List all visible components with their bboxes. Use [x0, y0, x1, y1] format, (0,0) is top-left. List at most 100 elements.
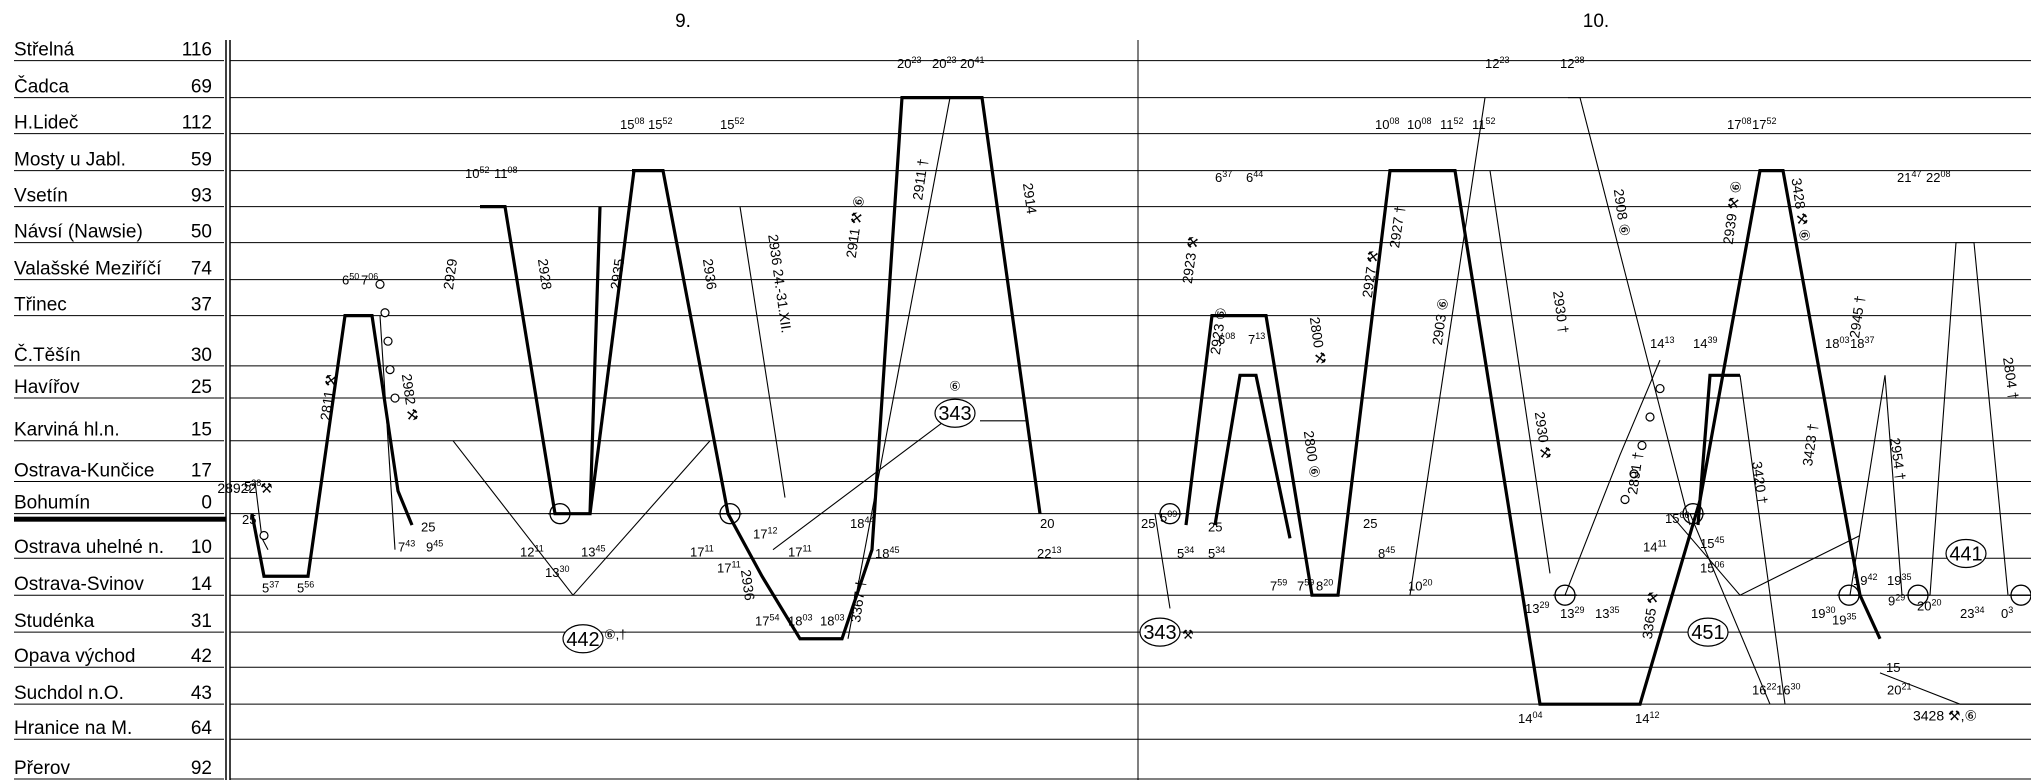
circulation-oval [934, 398, 976, 428]
train-label: 2929 [440, 257, 460, 290]
train-path [1669, 513, 1861, 596]
day-title: 10. [1583, 11, 1609, 32]
train-label-group: 2982 ⚒ [399, 373, 421, 422]
time-label: 637 [1215, 169, 1232, 185]
time-label: 1052 [465, 165, 489, 181]
stop-marker [383, 336, 393, 346]
time-label: 1837 [1850, 335, 1874, 351]
time-label: 25 [421, 520, 435, 535]
train-label: 2811 ⚒ [317, 373, 339, 421]
time-label: 20 [1040, 516, 1054, 531]
stop-marker [1645, 412, 1655, 422]
station-km: 93 [191, 186, 212, 207]
region-separator [14, 516, 226, 522]
time-label: 1506 [1665, 510, 1689, 526]
station-labels: Střelná 116 Čadca 69 H.Lideč 112 Mosty u Jabl.… [14, 40, 212, 779]
circulation-number: 451 [1691, 622, 1724, 644]
station-name: Vsetín [14, 186, 68, 207]
train-path [1884, 375, 1903, 596]
train-label: 2800 ⑥ [1301, 430, 1323, 479]
station-km: 31 [191, 611, 212, 632]
time-label: 1845 [875, 545, 899, 561]
time-label: 2213 [1037, 545, 1061, 561]
time-label: 845 [1378, 545, 1395, 561]
time-label: 1238 [1560, 55, 1584, 71]
station-name: Havířov [14, 377, 80, 398]
station-km: 92 [191, 758, 212, 779]
time-label: 759 [1270, 577, 1287, 593]
train-label: 2928 [535, 258, 555, 291]
circulation-markers: 442 343 343 451 441 ⑥,† ⑥ ⚒ [562, 378, 1987, 654]
time-label: 2208 [1926, 169, 1950, 185]
time-label: 2041 [960, 55, 984, 71]
time-label: 1404 [1518, 710, 1542, 726]
train-path [1489, 170, 1551, 574]
time-label: 1506 [1700, 559, 1724, 575]
train-label: 2911 † [909, 158, 931, 202]
time-label: 1803 [788, 613, 812, 629]
train-labels: 28922 ⚒ 2811 ⚒ 2982 ⚒ 2929 2928 2935 2936 2936 … [217, 158, 2022, 724]
loco-path [632, 96, 1042, 641]
time-label: 25 [1208, 520, 1222, 535]
stop-marker [380, 308, 390, 318]
train-label-group: 2930 ⚒ [1532, 411, 1554, 460]
station-km: 25 [191, 377, 212, 398]
station-km: 0 [201, 493, 212, 514]
station-name: Opava východ [14, 646, 135, 667]
station-name: Karviná hl.n. [14, 420, 120, 441]
station-km: 30 [191, 345, 212, 366]
station-km: 15 [191, 420, 212, 441]
time-label: 1439 [1693, 335, 1717, 351]
time-label: 1630 [1776, 682, 1800, 698]
train-label: 2927 ⚒ [1359, 249, 1381, 298]
time-label: 1223 [1485, 55, 1509, 71]
time-label: 1711 [788, 543, 812, 559]
train-label: 2923 ⑥ [1207, 306, 1229, 355]
stop-marker [1655, 383, 1665, 394]
train-label-group: 2800 ⚒ [1307, 316, 1329, 365]
stop-marker [385, 365, 395, 375]
train-path [1689, 513, 1771, 705]
time-label: 1412 [1635, 710, 1659, 726]
time-label: 1622 [1752, 682, 1776, 698]
train-label-group: 2936 [738, 568, 758, 601]
stop-marker [1629, 469, 1639, 479]
train-path [1929, 242, 2009, 596]
train-label-group: 2911 ⚒ ⑥ [843, 194, 868, 259]
time-label: 2147 [1897, 169, 1921, 185]
time-label: 534 [1177, 545, 1194, 561]
time-label: 713 [1248, 331, 1265, 347]
time-label: 1152 [1472, 116, 1496, 132]
time-label: 2023 [897, 55, 921, 71]
time-label: 1935 [1832, 612, 1856, 628]
time-label: 608 [1218, 331, 1235, 347]
time-label: 1545 [1700, 535, 1724, 551]
train-label-group: 3367 † [847, 579, 869, 624]
train-label: 2936 [738, 568, 758, 601]
station-km: 69 [191, 77, 212, 98]
train-label: 2800 ⚒ [1307, 316, 1329, 365]
station-km: 64 [191, 718, 213, 739]
time-label: 528 [244, 478, 261, 494]
time-label: 759 [1297, 577, 1314, 593]
time-label: 1844 [850, 515, 874, 531]
time-label: 1345 [581, 543, 605, 559]
circulation-number: 441 [1949, 543, 1982, 565]
time-label: 1329 [1560, 605, 1584, 621]
train-label-group: 3420 † [1749, 460, 1771, 505]
time-label: 945 [426, 539, 443, 555]
time-label: 1942 [1853, 572, 1877, 588]
train-label: 3428 ⚒ ⑥ [1789, 177, 1814, 243]
train-label: 2804 † [2000, 356, 2022, 401]
time-label: 2020 [1917, 597, 1941, 613]
station-km: 74 [191, 259, 213, 280]
train-path [847, 97, 951, 639]
station-name: Suchdol n.O. [14, 683, 124, 704]
train-label-group: 2914 [1020, 182, 1040, 215]
station-name: Bohumín [14, 493, 90, 514]
station-km: 50 [191, 222, 212, 243]
station-km: 116 [182, 40, 212, 61]
station-name: Třinec [14, 295, 67, 316]
